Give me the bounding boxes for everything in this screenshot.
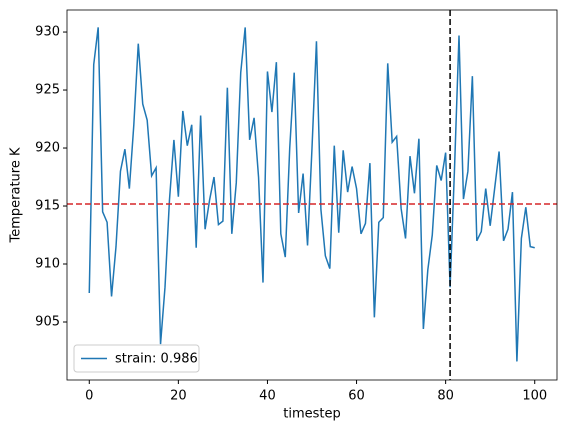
legend-box	[73, 344, 200, 373]
x-tick-label: 100	[522, 389, 547, 404]
y-tick-label: 915	[35, 199, 60, 214]
y-tick-label: 905	[35, 315, 60, 330]
y-tick-label: 925	[35, 83, 60, 98]
x-tick-label: 60	[348, 389, 365, 404]
data-line	[88, 27, 535, 362]
x-tick-label: 80	[437, 389, 454, 404]
x-axis-label: timestep	[283, 407, 341, 422]
y-axis-label: Temperature K	[9, 147, 24, 243]
y-tick-label: 930	[35, 25, 60, 40]
plot-frame	[66, 9, 558, 381]
x-tick-label: 40	[259, 389, 276, 404]
x-tick-label: 0	[85, 389, 93, 404]
y-tick-label: 920	[35, 141, 60, 156]
x-tick-label: 20	[170, 389, 187, 404]
y-tick-label: 910	[35, 257, 60, 272]
legend-label: strain: 0.986	[115, 352, 198, 367]
